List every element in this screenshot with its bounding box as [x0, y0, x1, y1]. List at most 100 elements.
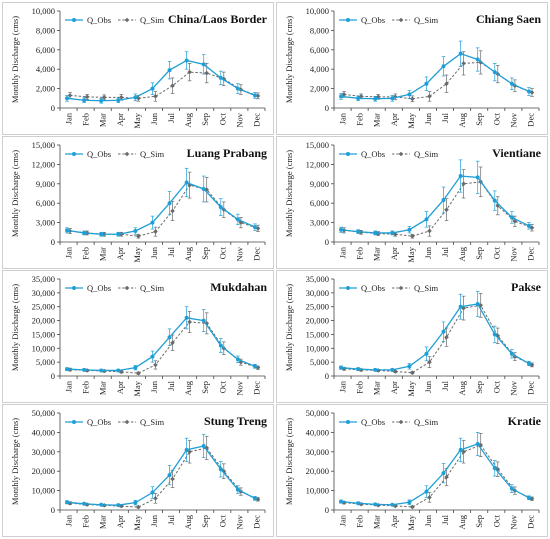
sim-point: [187, 69, 192, 75]
obs-series-line: [340, 443, 530, 506]
sim-point: [444, 207, 449, 212]
x-tick-label: Nov: [234, 380, 244, 395]
sim-point: [170, 208, 175, 214]
obs-point: [218, 75, 223, 80]
y-tick-label: 20,000: [32, 466, 55, 476]
obs-point: [99, 232, 104, 237]
obs-point: [441, 64, 446, 69]
obs-point: [356, 501, 361, 506]
legend-sim-label: Q_Sim: [414, 149, 438, 159]
obs-point: [526, 223, 531, 228]
sim-point: [461, 61, 466, 66]
obs-series-line: [340, 52, 530, 100]
y-tick-label: 4,000: [310, 64, 329, 74]
legend-sim-label: Q_Sim: [140, 149, 164, 159]
legend-obs-marker: [346, 18, 350, 22]
obs-point: [441, 471, 446, 476]
legend: Q_Obs Q_Sim: [65, 283, 164, 293]
obs-point: [475, 442, 480, 447]
obs-point: [201, 186, 206, 191]
x-tick-label: Jan: [338, 246, 348, 258]
obs-point: [492, 466, 497, 471]
x-tick-label: May: [132, 112, 142, 128]
obs-point: [458, 304, 463, 309]
y-tick-label: 0: [325, 103, 329, 113]
obs-point: [252, 496, 257, 501]
y-tick-label: 3,000: [36, 218, 55, 228]
x-tick-label: Mar: [372, 247, 382, 261]
x-tick-label: Sep: [474, 515, 484, 528]
legend-sim-label: Q_Sim: [414, 283, 438, 293]
chart-svg: 0 5,000 10,000 15,000 20,000 25,000 30,000 35,0…: [284, 274, 542, 397]
sim-point: [101, 95, 107, 100]
y-tick-label: 10,000: [306, 343, 329, 353]
x-tick-label: Nov: [508, 380, 518, 395]
obs-point: [184, 315, 189, 320]
legend: Q_Obs Q_Sim: [339, 417, 438, 427]
x-tick-label: Mar: [372, 113, 382, 127]
obs-point: [356, 367, 361, 372]
chart-svg: 0 2,000 4,000 6,000 8,000 10,000 Jan Feb Mar Apr M…: [284, 6, 541, 129]
obs-point: [133, 500, 138, 505]
sim-point: [118, 369, 124, 375]
obs-point: [184, 58, 189, 63]
obs-point: [390, 502, 395, 507]
x-tick-label: Nov: [508, 246, 518, 261]
x-tick-label: Jun: [423, 514, 433, 527]
obs-point: [424, 217, 429, 222]
x-tick-label: May: [406, 246, 416, 262]
obs-point: [356, 96, 361, 101]
obs-series-line: [340, 175, 530, 234]
sim-point: [153, 362, 158, 368]
y-tick-label: 12,000: [32, 159, 55, 169]
obs-point: [167, 473, 172, 478]
obs-point: [65, 367, 70, 372]
legend-obs-marker: [346, 152, 350, 156]
sim-point: [136, 370, 141, 376]
obs-series-line: [66, 445, 256, 506]
legend-obs-label: Q_Obs: [87, 15, 111, 25]
obs-point: [339, 499, 344, 504]
y-tick-label: 10,000: [306, 6, 329, 16]
chart-title: Stung Treng: [204, 414, 267, 428]
obs-point: [458, 447, 463, 452]
x-tick-label: Aug: [457, 514, 467, 529]
obs-point: [82, 501, 87, 506]
legend: Q_Obs Q_Sim: [65, 15, 164, 25]
sim-point: [478, 442, 484, 448]
x-tick-label: Jan: [338, 112, 348, 124]
obs-point: [509, 486, 514, 491]
legend-sim-label: Q_Sim: [140, 417, 164, 427]
sim-series-line: [343, 444, 533, 508]
obs-point: [475, 301, 480, 306]
obs-point: [82, 367, 87, 372]
sim-point: [529, 496, 535, 502]
sim-point: [255, 226, 261, 231]
chart-title: Chiang Saen: [476, 12, 541, 26]
legend: Q_Obs Q_Sim: [339, 15, 438, 25]
x-tick-label: Nov: [234, 246, 244, 261]
obs-point: [509, 215, 514, 220]
x-tick-label: Jan: [338, 380, 348, 392]
x-tick-label: Aug: [183, 112, 193, 127]
obs-point: [65, 228, 70, 233]
obs-point: [475, 57, 480, 62]
x-tick-label: Feb: [81, 247, 91, 260]
x-tick-label: Dec: [525, 113, 535, 127]
x-tick-label: Sep: [200, 381, 210, 394]
obs-point: [133, 365, 138, 370]
x-tick-label: Aug: [457, 380, 467, 395]
x-tick-label: May: [406, 514, 416, 530]
chart-title: Mukdahan: [210, 280, 267, 294]
x-tick-label: Mar: [372, 515, 382, 529]
y-tick-label: 15,000: [306, 140, 329, 150]
sim-point: [67, 93, 73, 98]
y-tick-label: 15,000: [306, 329, 329, 339]
x-tick-label: Aug: [183, 514, 193, 529]
legend-sim-label: Q_Sim: [414, 417, 438, 427]
x-tick-label: Oct: [217, 246, 227, 259]
obs-point: [184, 180, 189, 185]
y-tick-label: 9,000: [36, 179, 55, 189]
obs-point: [235, 357, 240, 362]
obs-point: [458, 51, 463, 56]
